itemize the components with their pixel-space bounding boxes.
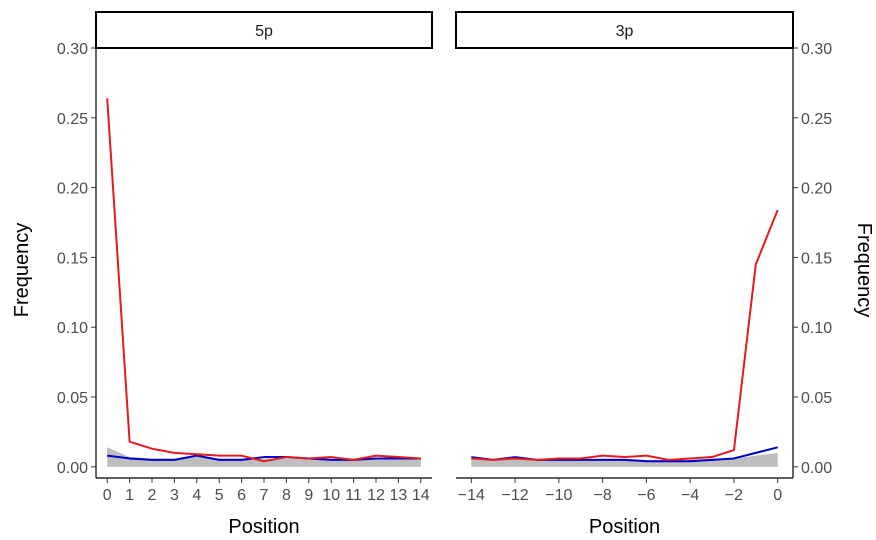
p0-series-red [106,98,421,463]
p0-strip-label: 5p [255,23,273,40]
p0-y-tick-label: 0.25 [57,111,88,128]
p0-y-tick-label: 0.30 [57,41,88,58]
p1-x-tick-label: −6 [637,487,655,504]
p0-x-tick-label: 5 [215,487,224,504]
p1-x-axis-title: Position [589,516,660,538]
panel-3p: 3p −14 −12 −10 −8 −6 −4 −2 0 Position 0.00 0.05 0.10… [455,11,832,538]
p0-x-tick-label: 4 [192,487,201,504]
p1-x-tick-label: −2 [725,487,743,504]
p0-x-tick-label: 12 [367,487,385,504]
p0-y-tick-label: 0.20 [57,181,88,198]
p0-x-tick-label: 0 [103,487,112,504]
p1-x-tick-label: −14 [458,487,485,504]
p1-y-tick-label: 0.00 [801,460,832,477]
p0-x-tick-label: 9 [304,487,313,504]
p1-y-tick-label: 0.05 [801,390,832,407]
p0-y-tick-label: 0.00 [57,460,88,477]
p0-series-blue [107,454,421,461]
p0-x-tick-label: 10 [322,487,340,504]
p1-y-tick-label: 0.20 [801,181,832,198]
p1-series-red [471,209,779,461]
p1-strip-box [455,11,794,49]
p0-x-axis-title: Position [228,516,299,538]
p1-x-tick-label: −12 [502,487,529,504]
p1-x-tick-label: −8 [593,487,611,504]
p0-y-tick-label: 0.05 [57,390,88,407]
p0-x-tick-label: 7 [260,487,269,504]
p0-strip-box [95,11,433,49]
p1-x-tick-label: 0 [773,487,782,504]
p0-x-tick-label: 11 [345,487,362,504]
p0-x-tick-label: 1 [125,487,134,504]
p1-y-tick-label: 0.15 [801,250,832,267]
p1-strip-label: 3p [616,23,634,40]
y-axis-title-right: Frequency [853,223,875,318]
p0-x-tick-label: 6 [237,487,246,504]
p1-y-tick-label: 0.10 [801,320,832,337]
panel-5p: 5p0 1 2 3 4 5 6 7 8 9 10 11 12 13 14Position0.000.050.… [57,11,433,538]
p0-y-tick-label: 0.10 [57,320,88,337]
y-axis-title-left: Frequency [11,223,33,318]
p0-y-tick-label: 0.15 [57,250,88,267]
p0-x-tick-label: 14 [412,487,430,504]
p0-grey-band [107,447,421,467]
p1-y-tick-label: 0.30 [801,41,832,58]
p0-x-tick-label: 13 [390,487,408,504]
p0-x-tick-label: 3 [170,487,179,504]
p0-x-tick-label: 8 [282,487,291,504]
p1-x-tick-label: −10 [545,487,572,504]
p0-x-tick-label: 2 [148,487,157,504]
p1-x-tick-label: −4 [681,487,699,504]
p1-y-tick-label: 0.25 [801,111,832,128]
